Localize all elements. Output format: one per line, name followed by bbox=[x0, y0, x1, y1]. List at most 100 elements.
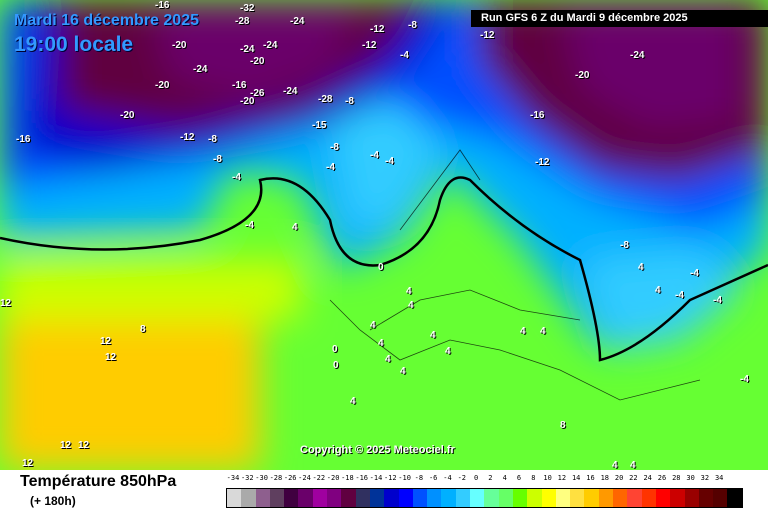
isotherm-label: 4 bbox=[378, 338, 384, 349]
legend-tick: 2 bbox=[488, 474, 493, 482]
copyright: Copyright © 2025 Meteociel.fr bbox=[300, 444, 455, 456]
legend-tick: -6 bbox=[428, 474, 438, 482]
legend-tick: 30 bbox=[686, 474, 695, 482]
legend-tick: -10 bbox=[398, 474, 411, 482]
legend-tick: 32 bbox=[700, 474, 710, 482]
legend-swatch bbox=[227, 489, 242, 507]
isotherm-label: -32 bbox=[240, 3, 255, 14]
temperature-map bbox=[0, 0, 768, 470]
map-title: Température 850hPa bbox=[20, 473, 177, 490]
legend-tick: 4 bbox=[502, 474, 507, 482]
isotherm-label: -12 bbox=[535, 157, 550, 168]
legend-tick: -2 bbox=[457, 474, 467, 482]
isotherm-label: 4 bbox=[408, 300, 414, 311]
forecast-date: Mardi 16 décembre 2025 bbox=[14, 12, 199, 29]
isotherm-label: 4 bbox=[540, 326, 546, 337]
isotherm-label: -8 bbox=[345, 96, 354, 107]
run-info: Run GFS 6 Z du Mardi 9 décembre 2025 bbox=[471, 10, 768, 27]
isotherm-label: 8 bbox=[140, 324, 146, 335]
legend-tick: 20 bbox=[614, 474, 624, 482]
legend-tick: -18 bbox=[341, 474, 354, 482]
legend-tick: -30 bbox=[255, 474, 268, 482]
isotherm-label: -4 bbox=[400, 50, 409, 61]
legend-tick: -26 bbox=[283, 474, 297, 482]
legend-swatch bbox=[570, 489, 585, 507]
legend-swatch bbox=[427, 489, 442, 507]
isotherm-label: 4 bbox=[520, 326, 526, 337]
legend-swatch bbox=[384, 489, 399, 507]
legend-swatch bbox=[613, 489, 628, 507]
isotherm-label: 4 bbox=[292, 222, 298, 233]
legend-tick: -32 bbox=[240, 474, 254, 482]
isotherm-label: -20 bbox=[575, 70, 590, 81]
isotherm-label: -4 bbox=[675, 290, 684, 301]
legend-tick: 18 bbox=[600, 474, 610, 482]
isotherm-label: 12 bbox=[22, 458, 34, 469]
isotherm-label: -16 bbox=[232, 80, 247, 91]
legend-swatch bbox=[470, 489, 485, 507]
isotherm-label: -24 bbox=[193, 64, 208, 75]
legend-tick: -14 bbox=[369, 474, 383, 482]
legend-tick: -16 bbox=[355, 474, 369, 482]
legend-swatch bbox=[369, 489, 385, 507]
isotherm-label: 4 bbox=[445, 346, 451, 357]
legend-swatch bbox=[727, 489, 742, 507]
isotherm-label: -8 bbox=[330, 142, 339, 153]
isotherm-label: 12 bbox=[105, 352, 117, 363]
isotherm-label: 12 bbox=[60, 440, 72, 451]
legend-swatch bbox=[484, 489, 499, 507]
legend-swatch bbox=[698, 489, 714, 507]
isotherm-label: -16 bbox=[16, 134, 31, 145]
isotherm-label: -4 bbox=[385, 156, 394, 167]
isotherm-label: -24 bbox=[290, 16, 305, 27]
isotherm-label: 4 bbox=[370, 320, 376, 331]
isotherm-label: 4 bbox=[385, 354, 391, 365]
legend-swatch bbox=[670, 489, 685, 507]
forecast-hour: (+ 180h) bbox=[30, 494, 76, 508]
isotherm-label: 4 bbox=[638, 262, 644, 273]
isotherm-label: -8 bbox=[208, 134, 217, 145]
isotherm-label: -8 bbox=[213, 154, 222, 165]
legend-swatch bbox=[341, 489, 356, 507]
legend-swatch bbox=[527, 489, 542, 507]
legend-tick: -12 bbox=[383, 474, 397, 482]
isotherm-label: -20 bbox=[250, 56, 265, 67]
isotherm-label: -12 bbox=[370, 24, 385, 35]
legend-swatch bbox=[627, 489, 642, 507]
isotherm-label: 4 bbox=[400, 366, 406, 377]
isotherm-label: -24 bbox=[240, 44, 255, 55]
legend-tick: -4 bbox=[443, 474, 452, 482]
legend-tick: -24 bbox=[298, 474, 311, 482]
isotherm-label: -12 bbox=[362, 40, 377, 51]
legend-swatch bbox=[641, 489, 656, 507]
isotherm-label: -28 bbox=[318, 94, 333, 105]
legend-tick: 16 bbox=[586, 474, 595, 482]
isotherm-label: 0 bbox=[332, 344, 338, 355]
legend-tick: 24 bbox=[643, 474, 652, 482]
legend-tick: 0 bbox=[473, 474, 479, 482]
isotherm-label: -4 bbox=[232, 172, 241, 183]
isotherm-label: 4 bbox=[430, 330, 436, 341]
forecast-time: 19:00 locale bbox=[14, 33, 134, 56]
isotherm-label: 4 bbox=[630, 460, 636, 471]
legend-tick: 8 bbox=[531, 474, 536, 482]
isotherm-label: -20 bbox=[172, 40, 187, 51]
legend-tick: 34 bbox=[714, 474, 724, 482]
legend-swatch bbox=[284, 489, 299, 507]
legend-swatch bbox=[298, 489, 313, 507]
isotherm-label: 4 bbox=[612, 460, 618, 471]
isotherm-label: -28 bbox=[235, 16, 250, 27]
legend-swatch bbox=[255, 489, 270, 507]
isotherm-label: 4 bbox=[655, 285, 661, 296]
legend-tick: -28 bbox=[269, 474, 283, 482]
footer: Température 850hPa (+ 180h) -34 -32 -30 -28… bbox=[0, 470, 768, 512]
legend-swatch bbox=[713, 489, 728, 507]
isotherm-label: -24 bbox=[263, 40, 278, 51]
legend-tick: -34 bbox=[226, 474, 240, 482]
isotherm-label: 12 bbox=[100, 336, 112, 347]
isotherm-label: 4 bbox=[406, 286, 412, 297]
legend-tick: 26 bbox=[657, 474, 667, 482]
isotherm-label: -4 bbox=[370, 150, 379, 161]
isotherm-label: -4 bbox=[245, 220, 254, 231]
isotherm-label: 8 bbox=[560, 420, 566, 431]
